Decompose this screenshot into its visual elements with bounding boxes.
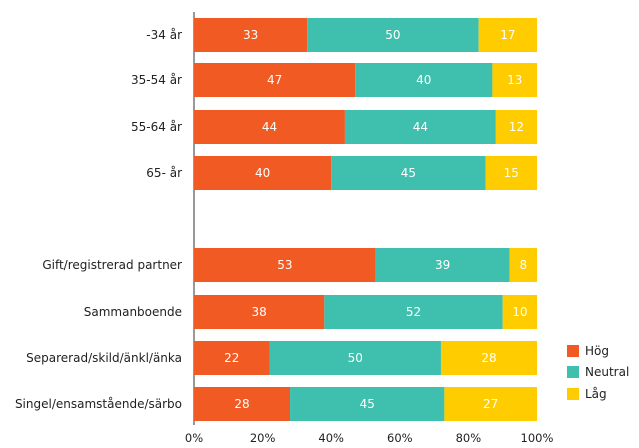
bar-value-label: 53 bbox=[277, 258, 292, 272]
bar-segment-lag bbox=[444, 387, 537, 421]
x-tick-label: 100% bbox=[521, 431, 554, 445]
bar-value-label: 50 bbox=[348, 351, 363, 365]
bar-value-label: 13 bbox=[507, 73, 522, 87]
bar-segment-neutral bbox=[344, 110, 496, 144]
bar-segment-neutral bbox=[324, 295, 503, 329]
category-labels: -34 år 35-54 år 55-64 år 65- år Gift/registr… bbox=[15, 28, 182, 411]
bar-value-label: 17 bbox=[500, 28, 515, 42]
bar-segment-neutral bbox=[355, 63, 493, 97]
bar-segment-lag bbox=[492, 63, 537, 97]
bar-value-label: 50 bbox=[385, 28, 400, 42]
bar-segment-hog bbox=[194, 341, 270, 375]
bar-value-label: 47 bbox=[267, 73, 282, 87]
legend: Hög Neutral Låg bbox=[567, 344, 629, 401]
category-label: 35-54 år bbox=[131, 73, 182, 87]
bar-value-label: 44 bbox=[262, 120, 277, 134]
bar-segment-hog bbox=[194, 18, 308, 52]
bar-segment-lag bbox=[509, 248, 537, 282]
bar-value-label: 15 bbox=[504, 166, 519, 180]
bar-segment-lag bbox=[495, 110, 537, 144]
bar-segment-neutral bbox=[375, 248, 510, 282]
category-label: Sammanboende bbox=[84, 305, 182, 319]
x-tick-labels: 0% 20% 40% 60% 80% 100% bbox=[185, 431, 554, 445]
bar-segment-hog bbox=[194, 63, 356, 97]
category-label: Singel/ensamstående/särbo bbox=[15, 397, 182, 411]
bar-segment-lag bbox=[502, 295, 537, 329]
legend-label: Hög bbox=[585, 344, 609, 358]
legend-label: Låg bbox=[585, 387, 607, 401]
bar-value-label: 44 bbox=[413, 120, 428, 134]
x-tick-label: 20% bbox=[250, 431, 276, 445]
bar-value-label: 12 bbox=[509, 120, 524, 134]
bar-value-label: 39 bbox=[435, 258, 450, 272]
legend-swatch-hog bbox=[567, 345, 579, 357]
bar-value-label: 28 bbox=[234, 397, 249, 411]
legend-label: Neutral bbox=[585, 365, 629, 379]
bar-segment-neutral bbox=[307, 18, 479, 52]
bar-segment-lag bbox=[440, 341, 537, 375]
bar-value-label: 40 bbox=[416, 73, 431, 87]
bars-group: 33 50 17 47 40 13 44 44 12 40 45 15 53 39 8 38 52 10 22 50 2… bbox=[194, 18, 537, 421]
x-tick-label: 0% bbox=[185, 431, 203, 445]
category-label: -34 år bbox=[146, 28, 182, 42]
category-label: 55-64 år bbox=[131, 120, 182, 134]
bar-value-label: 45 bbox=[401, 166, 416, 180]
bar-value-label: 40 bbox=[255, 166, 270, 180]
bar-value-label: 28 bbox=[481, 351, 496, 365]
bar-segment-hog bbox=[194, 156, 332, 190]
bar-segment-hog bbox=[194, 248, 376, 282]
bar-segment-hog bbox=[194, 295, 325, 329]
bar-value-label: 8 bbox=[519, 258, 527, 272]
legend-swatch-lag bbox=[567, 388, 579, 400]
bar-segment-hog bbox=[194, 110, 345, 144]
bar-segment-lag bbox=[478, 18, 537, 52]
bar-segment-neutral bbox=[290, 387, 445, 421]
bar-value-label: 10 bbox=[512, 305, 527, 319]
category-label: 65- år bbox=[146, 166, 182, 180]
bar-segment-neutral bbox=[269, 341, 441, 375]
bar-value-label: 27 bbox=[483, 397, 498, 411]
bar-segment-neutral bbox=[331, 156, 486, 190]
bar-value-label: 38 bbox=[252, 305, 267, 319]
bar-value-label: 52 bbox=[406, 305, 421, 319]
bar-segment-lag bbox=[485, 156, 537, 190]
x-tick-label: 40% bbox=[318, 431, 344, 445]
category-label: Gift/registrerad partner bbox=[42, 258, 182, 272]
bar-value-label: 45 bbox=[360, 397, 375, 411]
category-label: Separerad/skild/änkl/änka bbox=[26, 351, 182, 365]
x-tick-label: 80% bbox=[456, 431, 482, 445]
x-tick-label: 60% bbox=[387, 431, 413, 445]
legend-swatch-neutral bbox=[567, 366, 579, 378]
bar-segment-hog bbox=[194, 387, 291, 421]
bar-value-label: 22 bbox=[224, 351, 239, 365]
bar-value-label: 33 bbox=[243, 28, 258, 42]
